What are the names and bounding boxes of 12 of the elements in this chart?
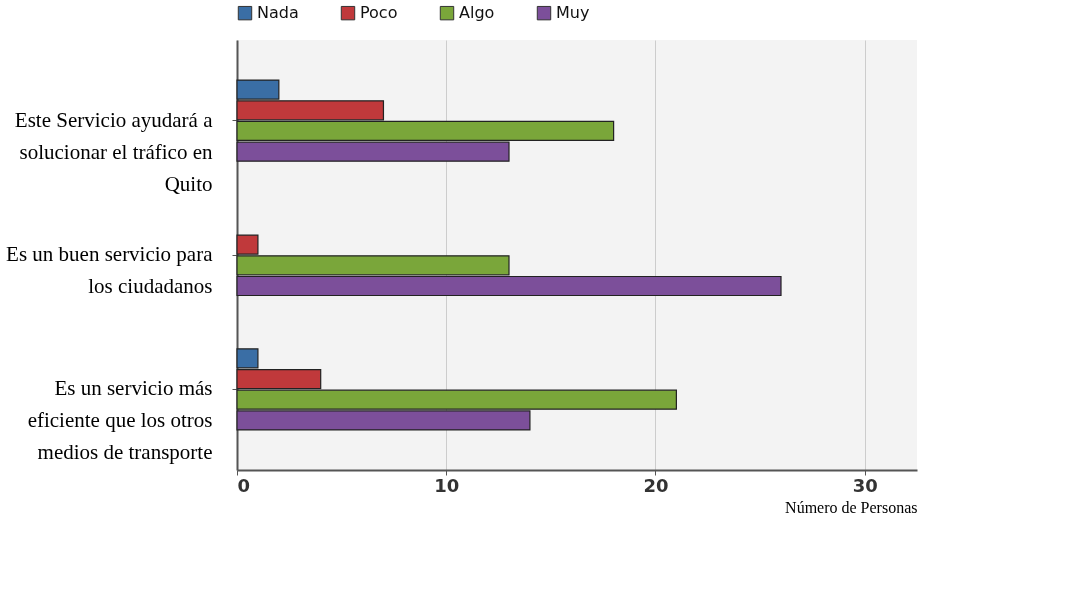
y-tick-label: Este Servicio ayudará a solucionar el tráfico en Quito xyxy=(14,107,214,196)
legend-label: Nada xyxy=(257,3,299,23)
y-tick-label: Es un buen servicio para los ciudadanos xyxy=(6,242,214,298)
x-tick-label: 30 xyxy=(852,474,878,496)
x-axis-title: Número de Personas xyxy=(785,498,918,516)
x-tick-label: 20 xyxy=(643,474,669,496)
y-tick-label: Es un servicio más eficiente que los otros medios de transporte xyxy=(27,376,213,465)
x-tick-label: 0 xyxy=(237,474,251,496)
x-tick-label: 10 xyxy=(434,474,460,496)
legend-label: Poco xyxy=(360,3,398,23)
legend-label: Algo xyxy=(459,3,495,23)
legend-label: Muy xyxy=(556,3,590,23)
